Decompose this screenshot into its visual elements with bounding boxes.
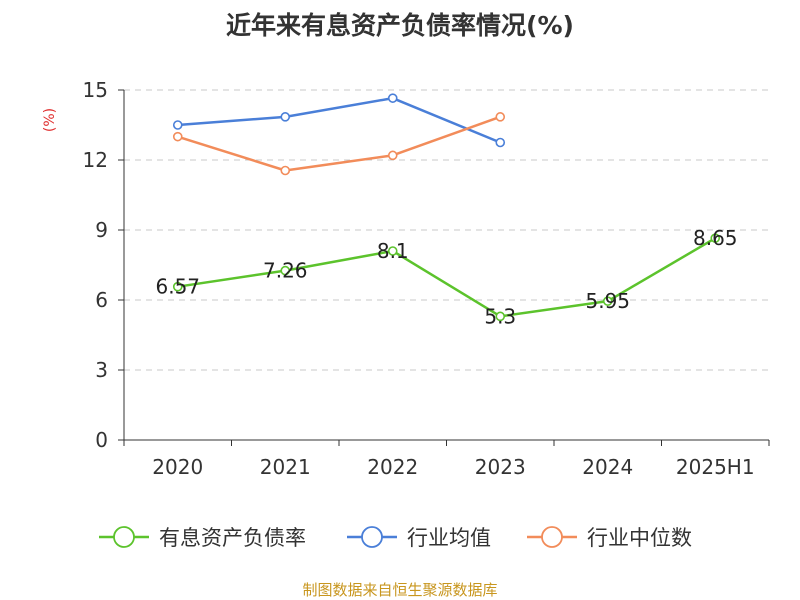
x-tick-label: 2021: [260, 455, 311, 479]
axes: 0 3 6 9 12 15 2020 2021 2022 2023 2024 2025H1: [83, 78, 770, 479]
data-label: 6.57: [155, 275, 200, 299]
x-tick-label: 2020: [152, 455, 203, 479]
data-label: 7.26: [263, 259, 308, 283]
data-label: 5.95: [585, 289, 630, 313]
data-point: [710, 233, 721, 243]
data-point: [602, 296, 613, 306]
data-point: [495, 112, 506, 122]
series-layer: [172, 93, 721, 322]
legend-marker: [541, 526, 563, 548]
y-tick-label: 3: [95, 358, 108, 382]
data-point: [172, 131, 183, 142]
x-tick-label: 2022: [367, 455, 418, 479]
legend-item: 行业中位数: [527, 526, 692, 550]
data-point: [280, 112, 291, 122]
data-point: [387, 93, 398, 103]
source-note: 制图数据来自恒生聚源数据库: [302, 581, 498, 599]
legend-item: 行业均值: [347, 526, 491, 550]
legend-item: 有息资产负债率: [99, 526, 306, 550]
data-point: [495, 311, 506, 322]
data-point: [495, 137, 506, 148]
data-point: [280, 265, 291, 276]
legend-marker: [361, 526, 383, 548]
y-tick-label: 9: [95, 218, 108, 242]
data-point: [172, 281, 183, 292]
data-point: [280, 165, 291, 176]
legend-label: 有息资产负债率: [159, 526, 306, 550]
series-line-2: [177, 115, 501, 172]
data-point: [387, 150, 398, 161]
data-label: 8.65: [693, 226, 738, 250]
legend-marker: [113, 526, 135, 548]
x-tick-label: 2024: [582, 455, 633, 479]
data-point: [172, 120, 183, 130]
y-tick-label: 0: [95, 428, 108, 452]
y-tick-label: 15: [83, 78, 108, 102]
x-tick-label: 2023: [475, 455, 526, 479]
legend-label: 行业中位数: [587, 526, 692, 550]
series-line-1: [177, 96, 501, 144]
data-label: 5.3: [484, 304, 516, 328]
data-labels: 6.57 7.26 8.1 5.3 5.95 8.65: [155, 226, 737, 328]
legend-label: 行业均值: [407, 526, 491, 550]
data-label: 8.1: [377, 239, 409, 263]
x-tick-label: 2025H1: [676, 455, 755, 479]
data-point: [387, 246, 398, 256]
y-tick-label: 12: [83, 148, 108, 172]
chart-title: 近年来有息资产负债率情况(%): [226, 11, 574, 40]
series-line-0: [177, 237, 716, 318]
legend: 有息资产负债率 行业均值 行业中位数: [99, 526, 692, 550]
y-tick-label: 6: [95, 288, 108, 312]
grid-lines: [124, 89, 769, 371]
